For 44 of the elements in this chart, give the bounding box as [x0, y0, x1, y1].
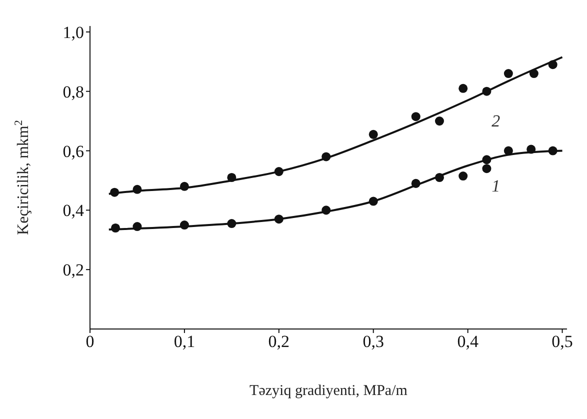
y-tick-label: 1,0: [62, 22, 84, 42]
point: [548, 146, 558, 156]
x-tick-label: 0: [86, 332, 94, 352]
point: [458, 172, 468, 181]
y-tick-label: 0,6: [62, 142, 84, 161]
point: [110, 188, 120, 197]
point: [322, 206, 331, 215]
point: [110, 223, 120, 233]
point: [227, 219, 236, 228]
point: [274, 214, 284, 224]
x-tick-label: 0,3: [362, 332, 384, 352]
y-tick-label: 0,4: [62, 201, 84, 220]
x-tick-label: 0,5: [552, 332, 573, 352]
point: [180, 182, 189, 191]
x-tick-label: 0,2: [268, 332, 290, 352]
x-tick-label: 0,4: [457, 332, 479, 352]
point: [434, 172, 444, 182]
point: [368, 130, 378, 139]
x-axis-title: Təzyiq gradiyenti, MPa/m: [250, 383, 408, 399]
point: [322, 152, 331, 162]
point: [504, 69, 513, 78]
point: [368, 196, 378, 206]
point: [132, 222, 142, 232]
point: [434, 116, 444, 126]
point: [548, 60, 558, 70]
point: [411, 112, 420, 122]
point: [458, 84, 468, 93]
x-tick-label: 0,1: [174, 332, 196, 352]
point: [132, 184, 142, 194]
point: [411, 178, 420, 188]
point: [482, 155, 492, 164]
line-series: [108, 56, 564, 195]
y-tick-label: 0,8: [62, 82, 84, 102]
point: [526, 144, 536, 154]
point: [482, 86, 492, 96]
point: [180, 220, 189, 230]
point: [504, 146, 513, 156]
point: [529, 69, 538, 78]
series-label: 1: [492, 176, 500, 196]
point: [227, 172, 236, 182]
point: [274, 167, 284, 176]
y-tick-label: 0,2: [62, 260, 84, 280]
point: [482, 164, 492, 174]
series-label: 2: [492, 111, 501, 130]
